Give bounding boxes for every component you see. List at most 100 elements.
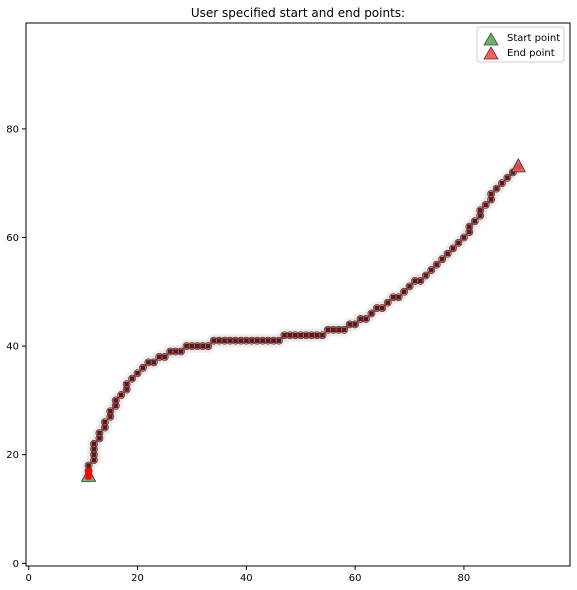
- path-point-core: [483, 202, 488, 208]
- start-point-dot: [85, 473, 92, 480]
- path-point-core: [472, 218, 477, 224]
- y-tick-label: 20: [6, 450, 19, 461]
- path-point-core: [233, 338, 238, 343]
- path-point-core: [97, 430, 102, 436]
- path-point-core: [369, 311, 374, 316]
- path-point-core: [249, 338, 254, 343]
- path-point-core: [113, 403, 118, 409]
- path-point-core: [195, 343, 200, 349]
- path-point-core: [418, 278, 423, 284]
- path-point-core: [135, 371, 140, 376]
- path-point-core: [429, 267, 434, 273]
- path-point-core: [510, 170, 516, 175]
- path-point-core: [146, 360, 151, 365]
- path-point-core: [255, 338, 260, 343]
- path-point-core: [91, 457, 97, 463]
- path-point-core: [189, 343, 195, 349]
- path-point-core: [200, 343, 205, 349]
- path-point-core: [271, 338, 276, 343]
- path-point-core: [499, 180, 505, 186]
- legend-start-triangle-icon: [483, 32, 499, 46]
- x-tick-label: 20: [131, 573, 144, 584]
- path-point-core: [380, 305, 385, 311]
- path-point-core: [505, 175, 510, 180]
- path-point-core: [184, 343, 189, 349]
- path-point-core: [385, 300, 390, 305]
- path-point-core: [314, 333, 320, 338]
- path-point-core: [401, 289, 407, 294]
- path-point-core: [119, 392, 124, 398]
- path-point-core: [260, 338, 265, 343]
- path-point-core: [216, 338, 222, 343]
- path-point-core: [488, 197, 494, 202]
- x-tick-label: 80: [458, 573, 471, 584]
- path-point-core: [478, 213, 483, 218]
- chart-title: User specified start and end points:: [191, 6, 405, 20]
- path-point-core: [456, 240, 461, 246]
- path-point-core: [488, 191, 494, 197]
- path-point-core: [293, 333, 298, 338]
- path-point-core: [227, 338, 233, 343]
- x-axis: 0 20 40 60 80: [26, 566, 471, 584]
- path-point-core: [358, 316, 363, 322]
- path-point-core: [434, 262, 439, 267]
- path-point-core: [478, 208, 483, 213]
- y-tick-label: 60: [6, 233, 19, 244]
- path-point-core: [173, 349, 178, 354]
- path-point-core: [86, 463, 91, 468]
- path-point-core: [222, 338, 227, 343]
- path-point-core: [211, 338, 216, 343]
- path-points-layer: [84, 162, 523, 481]
- path-point-core: [467, 229, 472, 235]
- path-point-core: [342, 327, 347, 332]
- y-tick-label: 80: [6, 124, 19, 135]
- path-point-core: [407, 284, 412, 289]
- path-point-core: [461, 235, 467, 240]
- path-point-core: [320, 333, 325, 338]
- legend-box: [476, 26, 565, 63]
- path-point-core: [102, 419, 108, 425]
- path-point-core: [298, 333, 303, 338]
- path-point-core: [206, 343, 211, 349]
- x-tick-label: 0: [26, 573, 32, 584]
- path-point-core: [467, 224, 472, 229]
- legend-end-triangle-icon: [483, 46, 499, 60]
- path-point-core: [113, 398, 118, 403]
- path-point-core: [287, 333, 293, 338]
- path-point-core: [91, 447, 97, 452]
- x-tick-label: 60: [349, 573, 362, 584]
- legend: Start point End point: [476, 26, 565, 63]
- legend-start-label: Start point: [507, 33, 560, 44]
- path-point-core: [91, 452, 97, 457]
- path-point-core: [352, 322, 358, 327]
- path-point-core: [331, 327, 336, 332]
- path-point-core: [423, 273, 429, 278]
- y-tick-label: 40: [6, 342, 19, 353]
- path-point-core: [102, 425, 108, 430]
- path-point-core: [108, 414, 113, 419]
- path-point-core: [439, 257, 445, 262]
- path-point-core: [336, 327, 341, 332]
- path-point-core: [124, 381, 129, 387]
- endpoint-markers-layer: [80, 158, 526, 482]
- path-point-core: [347, 322, 352, 327]
- path-point-core: [396, 295, 401, 300]
- path-point-core: [151, 360, 157, 365]
- path-point-core: [303, 333, 309, 338]
- path-point-core: [450, 246, 456, 251]
- path-point-core: [244, 338, 249, 343]
- path-point-core: [124, 387, 129, 392]
- path-point-core: [265, 338, 271, 343]
- path-point-core: [374, 305, 380, 311]
- y-tick-label: 0: [13, 559, 19, 570]
- path-point-core: [140, 365, 146, 371]
- path-point-core: [363, 316, 369, 322]
- path-point-core: [391, 295, 396, 300]
- path-point-core: [445, 251, 450, 256]
- path-point-core: [494, 186, 499, 191]
- path-point-core: [97, 436, 102, 441]
- start-point-dot: [85, 467, 92, 474]
- y-axis: 0 20 40 60 80: [6, 124, 26, 570]
- path-point-core: [325, 327, 331, 332]
